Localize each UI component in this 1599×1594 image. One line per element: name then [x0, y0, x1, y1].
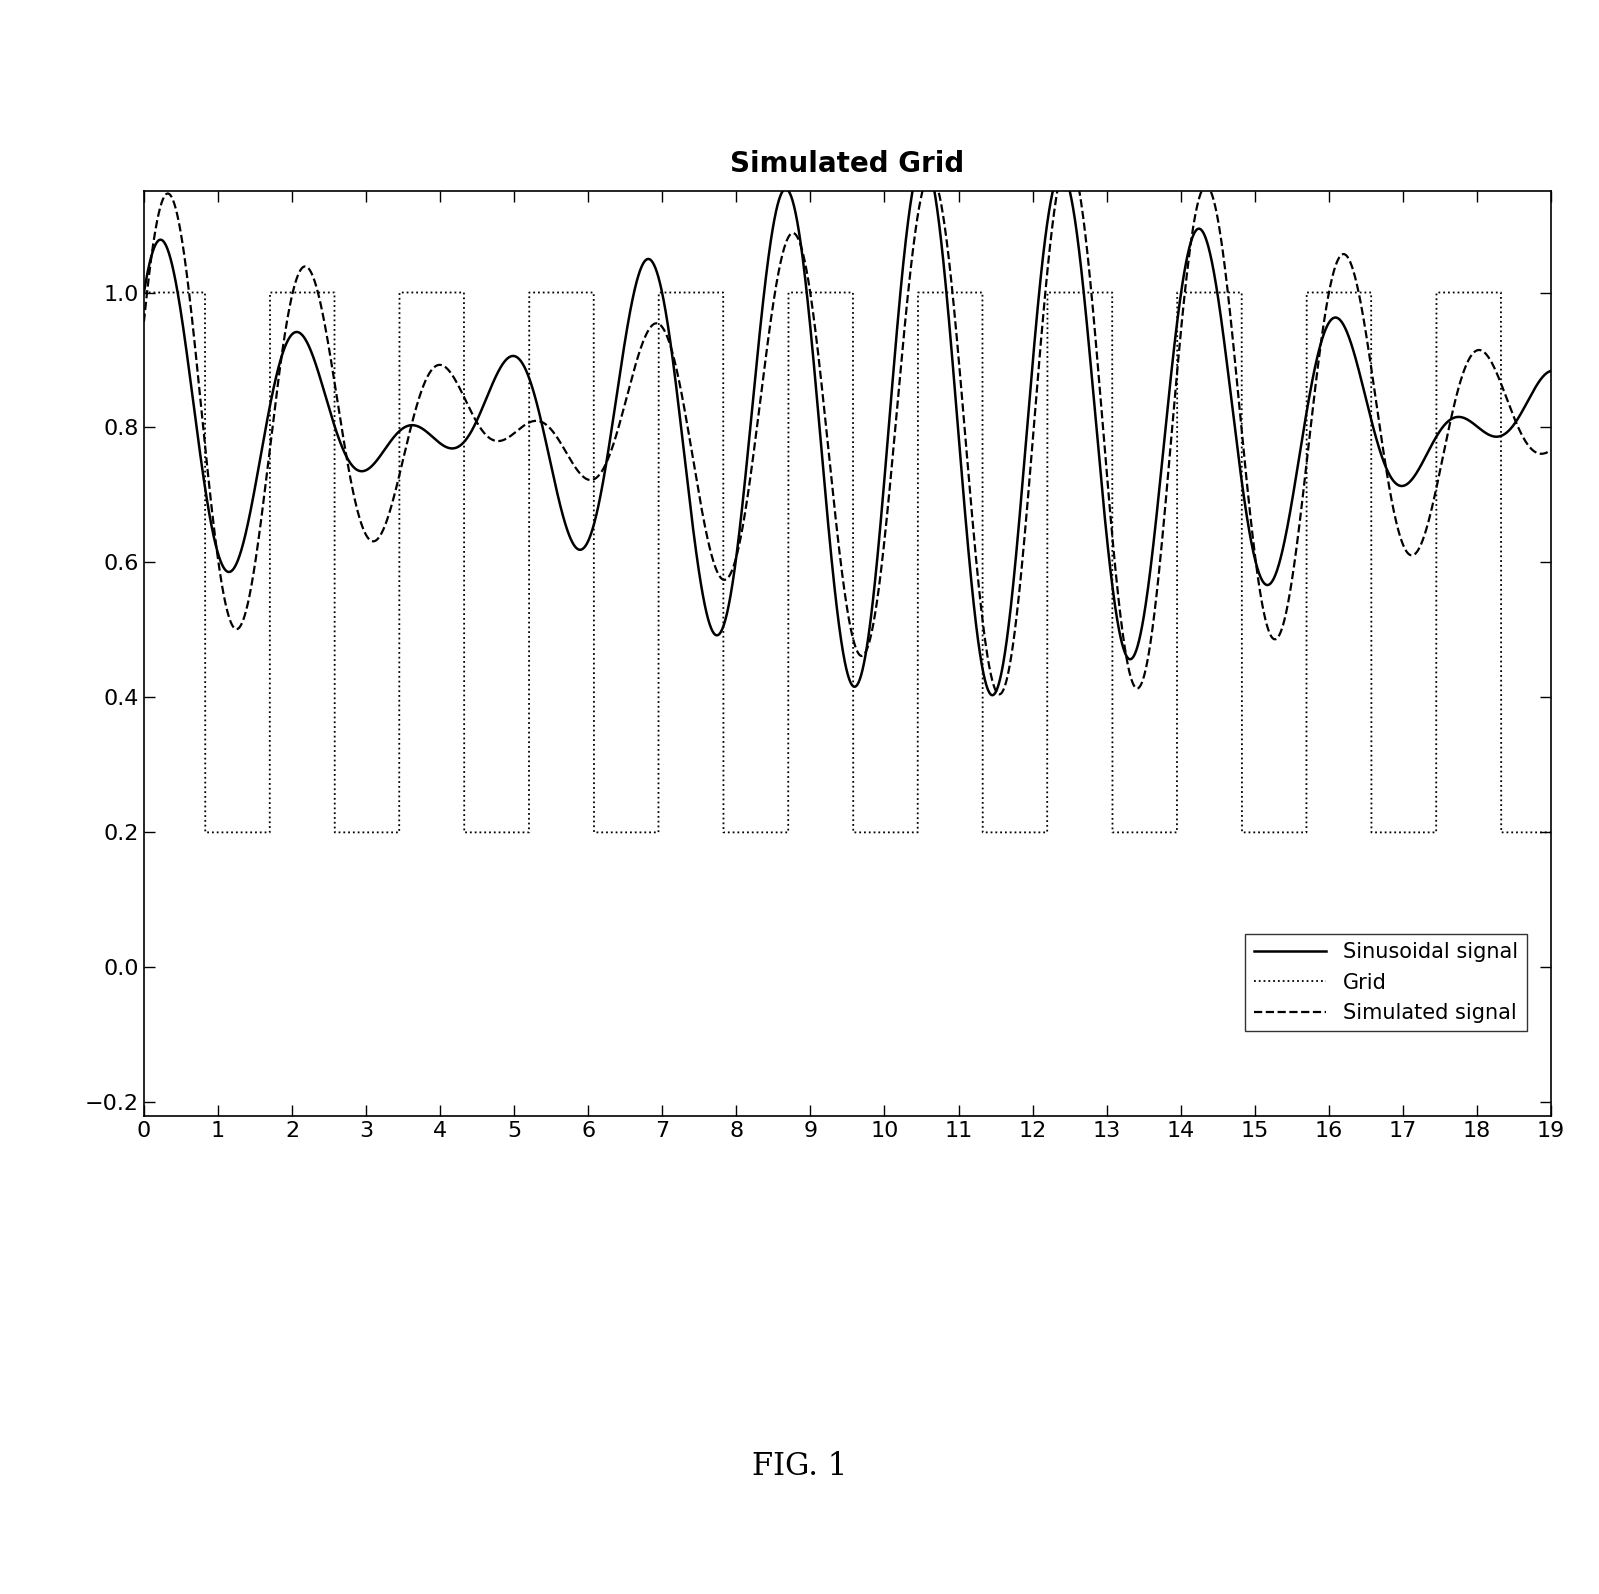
Simulated signal — [672, 384, 691, 403]
Grid — [979, 823, 998, 842]
Simulated signal — [390, 465, 409, 485]
Text: FIG. 1: FIG. 1 — [752, 1451, 847, 1482]
Simulated signal — [1059, 148, 1078, 167]
Line: Sinusoidal signal: Sinusoidal signal — [144, 158, 1551, 695]
Sinusoidal signal — [134, 284, 154, 303]
Title: Simulated Grid: Simulated Grid — [731, 150, 964, 179]
Simulated signal — [1185, 210, 1204, 230]
Grid — [195, 823, 214, 842]
Simulated signal — [990, 685, 1009, 705]
Line: Simulated signal: Simulated signal — [144, 158, 1551, 695]
Sinusoidal signal — [672, 422, 691, 442]
Grid — [390, 284, 409, 303]
Simulated signal — [1541, 440, 1561, 459]
Sinusoidal signal — [1185, 223, 1204, 242]
Legend: Sinusoidal signal, Grid, Simulated signal: Sinusoidal signal, Grid, Simulated signa… — [1246, 934, 1527, 1031]
Grid — [1049, 284, 1068, 303]
Sinusoidal signal — [983, 685, 1003, 705]
Sinusoidal signal — [1541, 362, 1561, 381]
Grid — [134, 284, 154, 303]
Sinusoidal signal — [390, 421, 409, 440]
Grid — [672, 284, 691, 303]
Sinusoidal signal — [913, 148, 932, 167]
Simulated signal — [134, 312, 154, 332]
Grid — [1292, 823, 1311, 842]
Simulated signal — [979, 649, 998, 668]
Simulated signal — [1292, 499, 1311, 518]
Grid — [1541, 823, 1561, 842]
Line: Grid: Grid — [144, 293, 1551, 832]
Sinusoidal signal — [979, 681, 998, 700]
Sinusoidal signal — [1292, 434, 1311, 453]
Simulated signal — [1049, 171, 1068, 190]
Grid — [1185, 284, 1204, 303]
Sinusoidal signal — [1051, 164, 1070, 183]
